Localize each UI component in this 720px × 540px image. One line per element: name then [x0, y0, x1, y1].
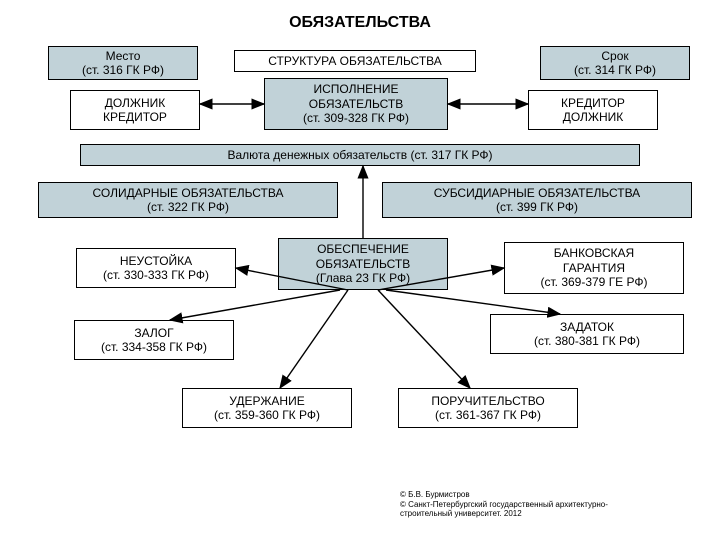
box-neust: НЕУСТОЙКА(ст. 330-333 ГК РФ) [76, 248, 236, 288]
box-mesto: Место(ст. 316 ГК РФ) [48, 46, 198, 80]
box-uderzh: УДЕРЖАНИЕ(ст. 359-360 ГК РФ) [182, 388, 352, 428]
box-dolzhnik1: ДОЛЖНИККРЕДИТОР [70, 90, 200, 130]
box-struktura: СТРУКТУРА ОБЯЗАТЕЛЬСТВА [234, 50, 476, 72]
credit-text: © Б.В. Бурмистров© Санкт-Петербургский г… [400, 490, 680, 519]
box-solidar: СОЛИДАРНЫЕ ОБЯЗАТЕЛЬСТВА(ст. 322 ГК РФ) [38, 182, 338, 218]
page-title: ОБЯЗАТЕЛЬСТВА [0, 14, 720, 32]
box-bank: БАНКОВСКАЯГАРАНТИЯ(ст. 369-379 ГЕ РФ) [504, 242, 684, 294]
arrow-8 [378, 290, 470, 388]
box-kreditor2: КРЕДИТОРДОЛЖНИК [528, 90, 658, 130]
box-zadatok: ЗАДАТОК(ст. 380-381 ГК РФ) [490, 314, 684, 354]
arrow-5 [170, 290, 340, 320]
arrow-7 [280, 290, 348, 388]
box-poruch: ПОРУЧИТЕЛЬСТВО(ст. 361-367 ГК РФ) [398, 388, 578, 428]
box-ispolnenie: ИСПОЛНЕНИЕОБЯЗАТЕЛЬСТВ(ст. 309-328 ГК РФ… [264, 78, 448, 130]
box-subsid: СУБСИДИАРНЫЕ ОБЯЗАТЕЛЬСТВА(ст. 399 ГК РФ… [382, 182, 692, 218]
box-zalog: ЗАЛОГ(ст. 334-358 ГК РФ) [74, 320, 234, 360]
box-valyuta: Валюта денежных обязательств (ст. 317 ГК… [80, 144, 640, 166]
box-obespech: ОБЕСПЕЧЕНИЕОБЯЗАТЕЛЬСТВ(Глава 23 ГК РФ) [278, 238, 448, 290]
box-srok: Срок(ст. 314 ГК РФ) [540, 46, 690, 80]
